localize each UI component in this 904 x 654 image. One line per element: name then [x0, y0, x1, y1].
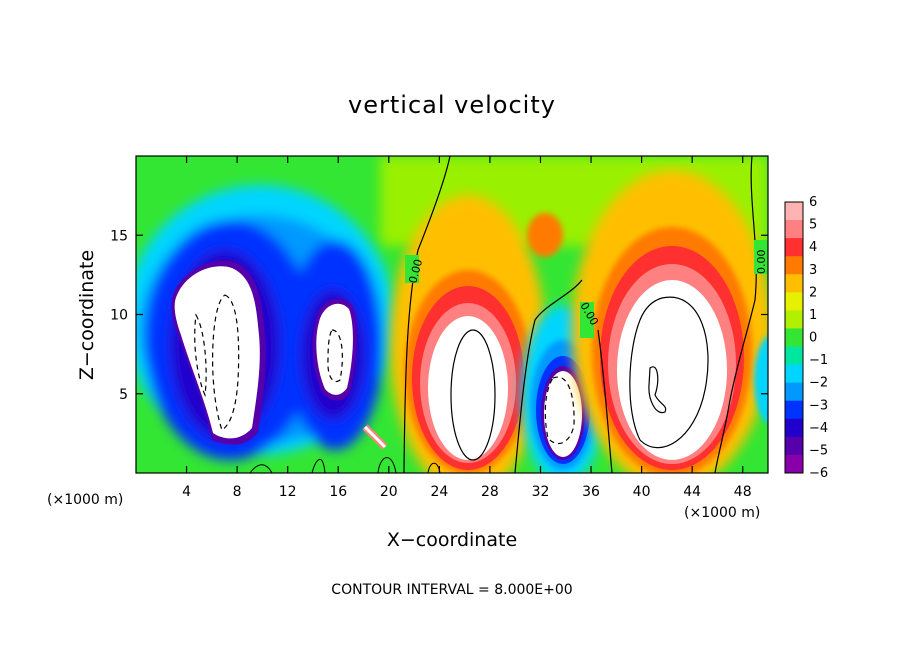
- plot-area: [136, 156, 768, 473]
- colorbar-label: 2: [809, 285, 817, 300]
- colorbar-label: 0: [809, 331, 817, 346]
- y-tick-label: 10: [110, 308, 128, 324]
- colorbar-frame: [784, 201, 804, 474]
- x-tick-label: 16: [329, 484, 347, 500]
- upper-orange-patch: [527, 213, 563, 257]
- y-axis-label: Z−coordinate: [76, 250, 98, 380]
- x-tick-label: 20: [380, 484, 398, 500]
- x-unit-left: (×1000 m): [47, 492, 123, 508]
- downdraft-3-dash: [544, 376, 575, 445]
- updraft-2-contour: [629, 296, 709, 449]
- colorbar-swatch: [785, 454, 803, 474]
- colorbar-label: −2: [809, 376, 828, 391]
- colorbar-swatch: [785, 346, 803, 366]
- x-tick-label: 12: [279, 484, 297, 500]
- zero-contour-4: [714, 156, 757, 473]
- x-axis-label: X−coordinate: [387, 529, 517, 551]
- colorbar-label: −5: [809, 443, 828, 458]
- y-tick-label: 15: [110, 228, 128, 244]
- colorbar-label: −3: [809, 398, 828, 413]
- downdraft-1-dash-b: [194, 313, 207, 398]
- colorbar-swatch: [785, 400, 803, 420]
- contour-label-3: 0.00: [755, 250, 768, 275]
- updraft-2-inner-contour: [648, 366, 667, 414]
- chart-title: vertical velocity: [348, 91, 556, 119]
- colorbar-swatch: [785, 328, 803, 348]
- x-tick-label: 28: [481, 484, 499, 500]
- updraft-1-field: [390, 195, 546, 473]
- downdraft-2-inner: [316, 303, 353, 395]
- x-tick-label: 32: [532, 484, 550, 500]
- downdraft-core-left: [171, 260, 358, 445]
- colorbar-swatch: [785, 274, 803, 293]
- colorbar-swatch: [785, 292, 803, 311]
- colorbar: 6 5 4 3 2 1 0 −1 −2 −3 −4 −5 −6: [784, 195, 828, 481]
- colorbar-label: 1: [809, 308, 817, 323]
- y-axis-ticks: 5 10 15: [110, 228, 768, 403]
- updraft-2-field: [572, 170, 768, 473]
- colorbar-label: −4: [809, 421, 828, 436]
- footer-contour-interval: CONTOUR INTERVAL = 8.000E+00: [331, 582, 572, 598]
- colorbar-swatch: [785, 238, 803, 257]
- x-unit-right: (×1000 m): [684, 505, 760, 521]
- downdraft-1-dash-a: [211, 294, 240, 431]
- colorbar-swatch: [785, 256, 803, 275]
- colorbar-label: 5: [809, 218, 817, 233]
- colorbar-swatch: [785, 436, 803, 456]
- colorbar-label: 3: [809, 263, 817, 278]
- x-axis-ticks: 4 8 12 16 20 24 28 32 36 40 44 48: [182, 156, 752, 500]
- colorbar-label: −1: [809, 353, 828, 368]
- colorbar-swatch: [785, 202, 803, 221]
- y-tick-label: 5: [119, 387, 128, 403]
- contour-labels: 0.00 0.00 0.00: [405, 240, 768, 338]
- updraft-1-contour: [450, 329, 496, 461]
- contour-label-1: 0.00: [406, 258, 425, 285]
- colorbar-label: −6: [809, 466, 828, 481]
- x-tick-label: 36: [582, 484, 600, 500]
- right-edge-blue: [754, 336, 768, 424]
- colorbar-swatch: [785, 418, 803, 438]
- colorbar-swatch: [785, 364, 803, 384]
- zero-contour-2: [514, 279, 583, 473]
- downdraft-1-inner: [174, 266, 260, 439]
- x-tick-label: 24: [430, 484, 448, 500]
- downdraft-2-dash: [327, 329, 343, 383]
- x-tick-label: 8: [233, 484, 242, 500]
- colorbar-label: 6: [809, 195, 817, 210]
- x-tick-label: 44: [683, 484, 701, 500]
- zero-contour-3: [597, 329, 613, 473]
- x-tick-label: 4: [182, 484, 191, 500]
- colorbar-swatch: [785, 220, 803, 239]
- colorbar-swatch: [785, 382, 803, 402]
- x-tick-label: 48: [734, 484, 752, 500]
- colorbar-swatch: [785, 310, 803, 329]
- x-tick-label: 40: [633, 484, 651, 500]
- colorbar-label: 4: [809, 240, 817, 255]
